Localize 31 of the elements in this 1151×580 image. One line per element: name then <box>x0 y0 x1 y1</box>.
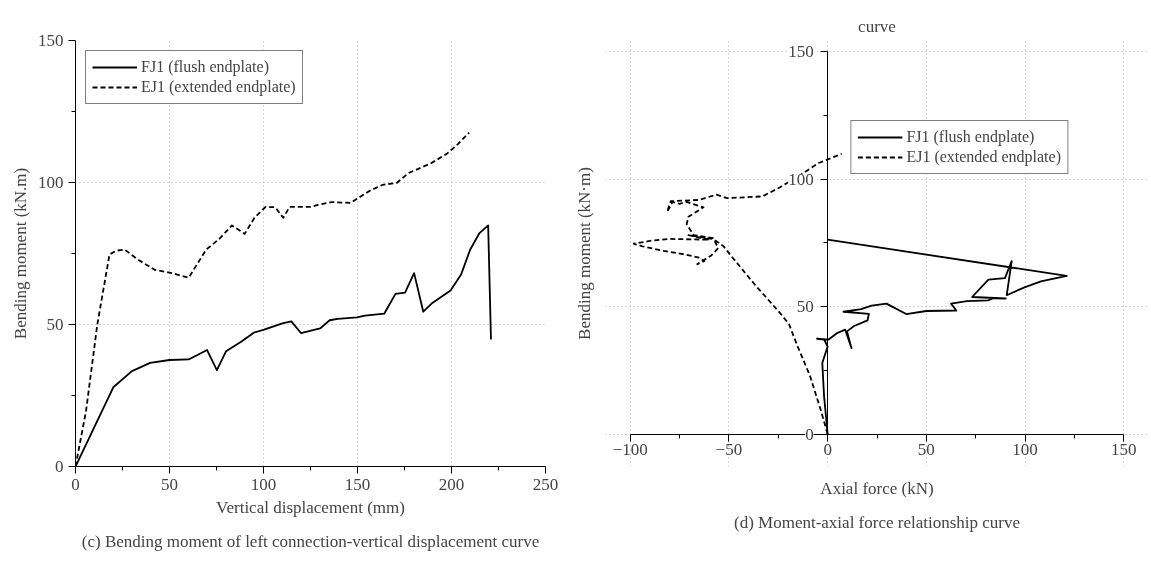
y-tick-label: 100 <box>788 169 814 189</box>
y-tick-label: 100 <box>38 173 64 192</box>
legend-label: EJ1 (extended endplate) <box>906 148 1061 166</box>
x-tick-label: 50 <box>161 474 178 494</box>
x-tick-label: 200 <box>438 474 465 494</box>
y-tick-label: 50 <box>46 315 64 334</box>
y-tick-label: 0 <box>805 424 814 444</box>
x-tick-label: 100 <box>1012 440 1038 460</box>
text: (c) Bending moment of left connection-vertical displacement curve <box>81 531 540 551</box>
y-tick-label: 150 <box>788 42 814 62</box>
y-axis-title: Bending moment (kN·m) <box>574 167 594 340</box>
legend-label: EJ1 (extended endplate) <box>141 78 296 96</box>
y-tick-label: 0 <box>55 457 64 476</box>
x-tick-label: 50 <box>917 440 935 460</box>
y-axis-title: Bending moment (kN.m) <box>11 167 30 340</box>
x-tick-label: 150 <box>1111 440 1137 460</box>
x-tick-label: 250 <box>532 474 559 494</box>
x-axis-title: Vertical displacement (mm) <box>216 497 405 517</box>
x-tick-label: 150 <box>344 474 371 494</box>
legend-label: FJ1 (flush endplate) <box>141 58 269 76</box>
x-tick-label: 0 <box>823 440 832 460</box>
x-tick-label: 100 <box>250 474 277 494</box>
x-axis-title: Axial force (kN) <box>820 478 934 498</box>
text: (d) Moment-axial force relationship curve <box>733 512 1021 532</box>
y-tick-label: 50 <box>796 297 814 317</box>
x-tick-label: −50 <box>715 440 743 460</box>
x-tick-label: −100 <box>612 440 648 460</box>
text: curve <box>858 16 896 36</box>
x-tick-label: 0 <box>71 474 80 494</box>
legend-label: FJ1 (flush endplate) <box>906 128 1035 146</box>
y-tick-label: 150 <box>38 31 64 50</box>
